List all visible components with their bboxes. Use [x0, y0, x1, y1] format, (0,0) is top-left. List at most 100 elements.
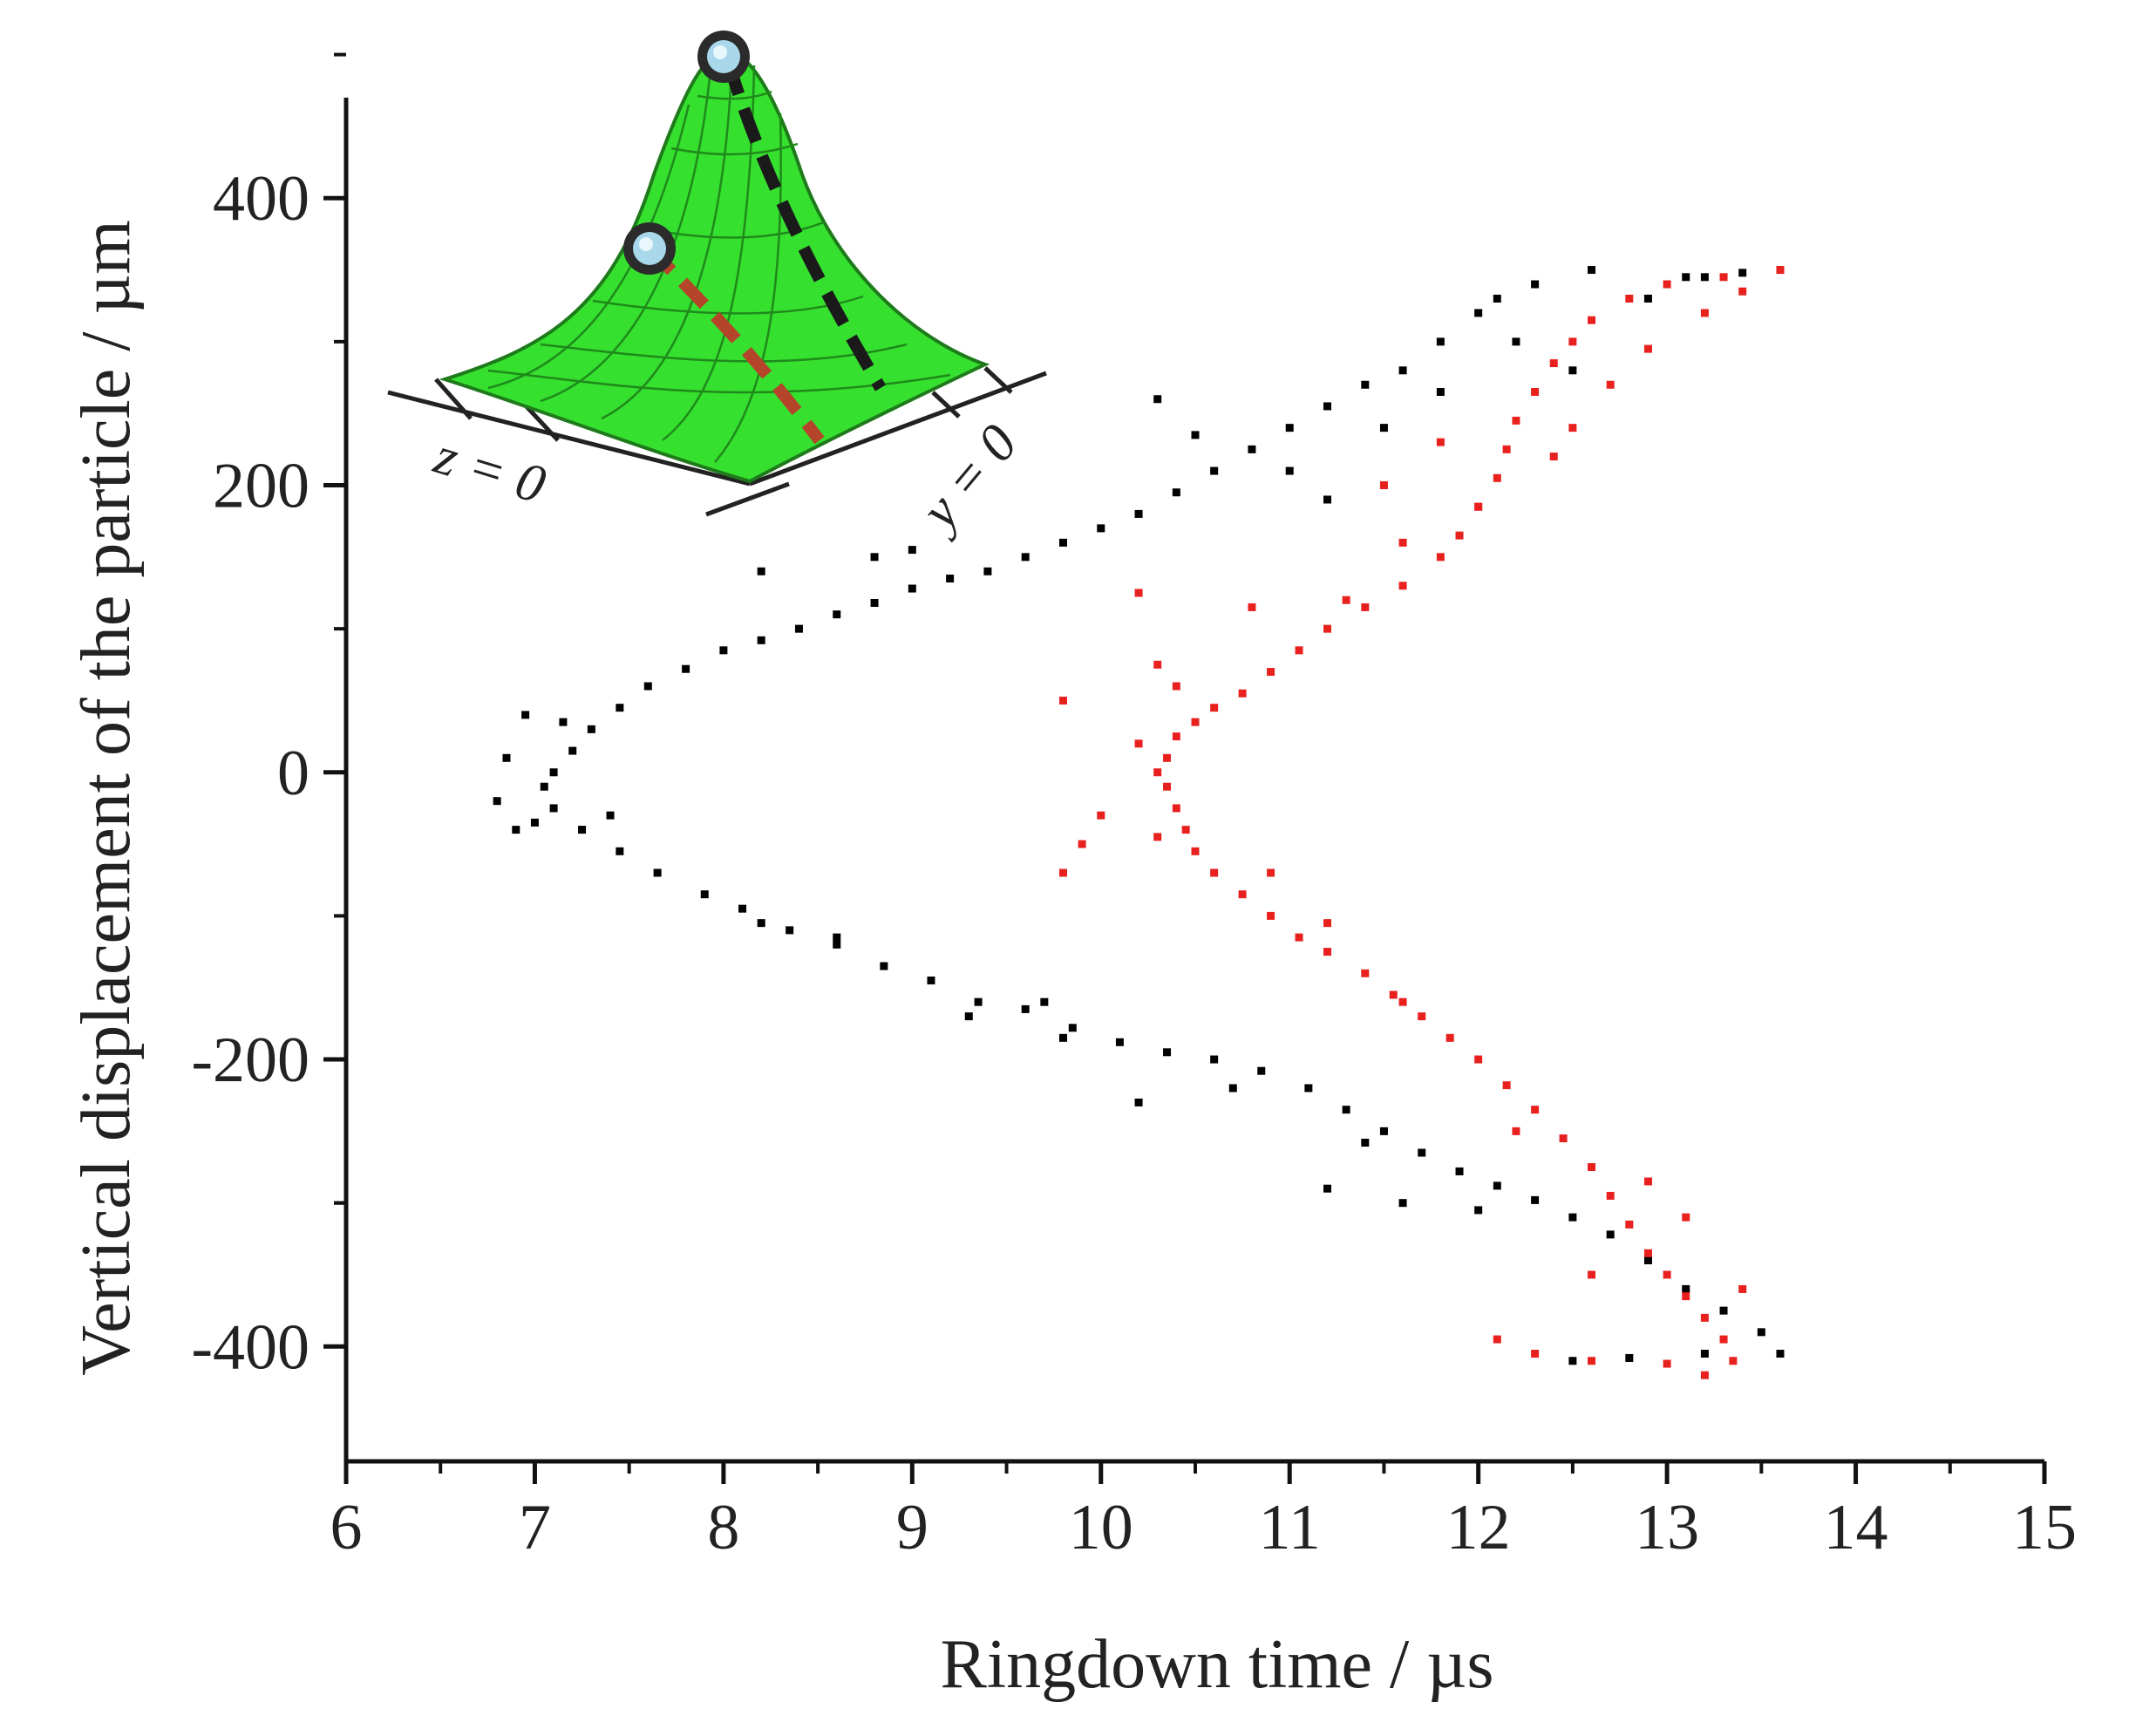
data-point: [1757, 1328, 1765, 1337]
data-point: [1493, 294, 1501, 303]
data-point: [1153, 833, 1162, 841]
data-point: [833, 940, 841, 949]
data-point: [1474, 1206, 1483, 1215]
x-tick-label: 7: [519, 1492, 551, 1563]
data-point: [1389, 991, 1398, 999]
data-point: [946, 575, 955, 583]
x-tick-label: 6: [330, 1492, 363, 1563]
data-point: [1342, 596, 1350, 604]
data-point: [1719, 1335, 1728, 1344]
data-point: [1502, 1081, 1511, 1090]
data-point: [1625, 1353, 1634, 1362]
data-point: [1700, 273, 1709, 282]
data-point: [1295, 933, 1303, 942]
data-point: [1625, 1220, 1634, 1229]
data-point: [1361, 969, 1370, 977]
x-axis-title: Ringdown time / µs: [941, 1626, 1494, 1703]
data-point: [1682, 273, 1690, 282]
data-point: [1643, 1177, 1652, 1186]
data-point: [1238, 689, 1247, 698]
data-point: [1304, 1084, 1313, 1093]
data-point: [1663, 280, 1671, 289]
data-point: [738, 904, 747, 913]
data-point: [1588, 266, 1596, 275]
x-tick-label: 13: [1635, 1492, 1699, 1563]
data-point: [512, 826, 520, 834]
data-point: [1682, 1292, 1690, 1301]
black-particle-path: [722, 58, 887, 391]
data-point: [1248, 602, 1256, 611]
data-point: [1531, 1106, 1540, 1114]
y-axis-ticks: -400 -200 0 200 400: [191, 52, 346, 1383]
data-point: [606, 811, 615, 820]
data-point: [833, 610, 841, 619]
inset-label-z: z = 0: [427, 425, 552, 515]
data-point: [1682, 1284, 1690, 1293]
data-point: [1436, 438, 1445, 446]
data-point: [1776, 266, 1785, 275]
data-point: [1436, 387, 1445, 396]
data-point: [1398, 582, 1407, 590]
data-point: [1588, 1270, 1596, 1279]
data-point: [1267, 911, 1275, 920]
data-point: [757, 919, 765, 928]
data-point: [1663, 1359, 1671, 1368]
data-point: [1228, 1084, 1237, 1093]
data-point: [1210, 1055, 1219, 1064]
data-point: [1455, 531, 1464, 540]
data-point: [530, 818, 539, 827]
data-point: [983, 567, 992, 575]
data-point: [1606, 1191, 1615, 1200]
data-point: [1643, 1249, 1652, 1257]
data-point: [578, 826, 587, 834]
data-point: [1606, 1230, 1615, 1239]
data-point: [1267, 668, 1275, 677]
data-point: [616, 847, 624, 855]
data-point: [1323, 1184, 1332, 1193]
data-point: [719, 646, 728, 655]
data-point: [1379, 1127, 1388, 1135]
data-point: [1588, 316, 1596, 324]
data-point: [1134, 589, 1143, 597]
data-point: [1588, 1163, 1596, 1172]
data-point: [653, 868, 662, 877]
data-point: [1210, 704, 1219, 712]
data-point: [1323, 919, 1332, 928]
data-point: [1549, 359, 1558, 368]
data-point: [1058, 868, 1067, 877]
data-point: [587, 725, 595, 733]
data-point: [1248, 445, 1256, 453]
data-point: [1398, 1199, 1407, 1208]
data-point: [927, 976, 935, 984]
data-point: [1398, 538, 1407, 547]
data-point: [1549, 453, 1558, 461]
data-point: [1115, 1038, 1124, 1046]
data-point: [1663, 1270, 1671, 1279]
data-point: [1210, 466, 1219, 475]
data-point: [521, 711, 530, 719]
data-point: [1379, 424, 1388, 432]
data-point: [1323, 495, 1332, 504]
data-point: [1361, 1139, 1370, 1147]
data-point: [1172, 732, 1180, 741]
data-point: [1285, 466, 1294, 475]
data-point: [757, 636, 765, 644]
data-point: [1512, 337, 1520, 346]
data-point: [1568, 366, 1577, 375]
data-point: [616, 704, 624, 712]
data-point: [1153, 768, 1162, 777]
data-point: [1455, 1167, 1464, 1175]
data-point: [700, 890, 709, 899]
data-point: [559, 718, 568, 726]
data-point: [1058, 696, 1067, 705]
data-point: [1729, 1357, 1738, 1365]
data-point: [1097, 811, 1105, 820]
data-point: [1342, 1106, 1350, 1114]
y-tick-label: -200: [191, 1025, 309, 1096]
x-tick-label: 12: [1446, 1492, 1511, 1563]
data-point: [880, 962, 888, 970]
data-point: [1134, 1098, 1143, 1106]
x-tick-label: 15: [2012, 1492, 2077, 1563]
data-point: [1436, 337, 1445, 346]
data-point: [1257, 1066, 1266, 1075]
